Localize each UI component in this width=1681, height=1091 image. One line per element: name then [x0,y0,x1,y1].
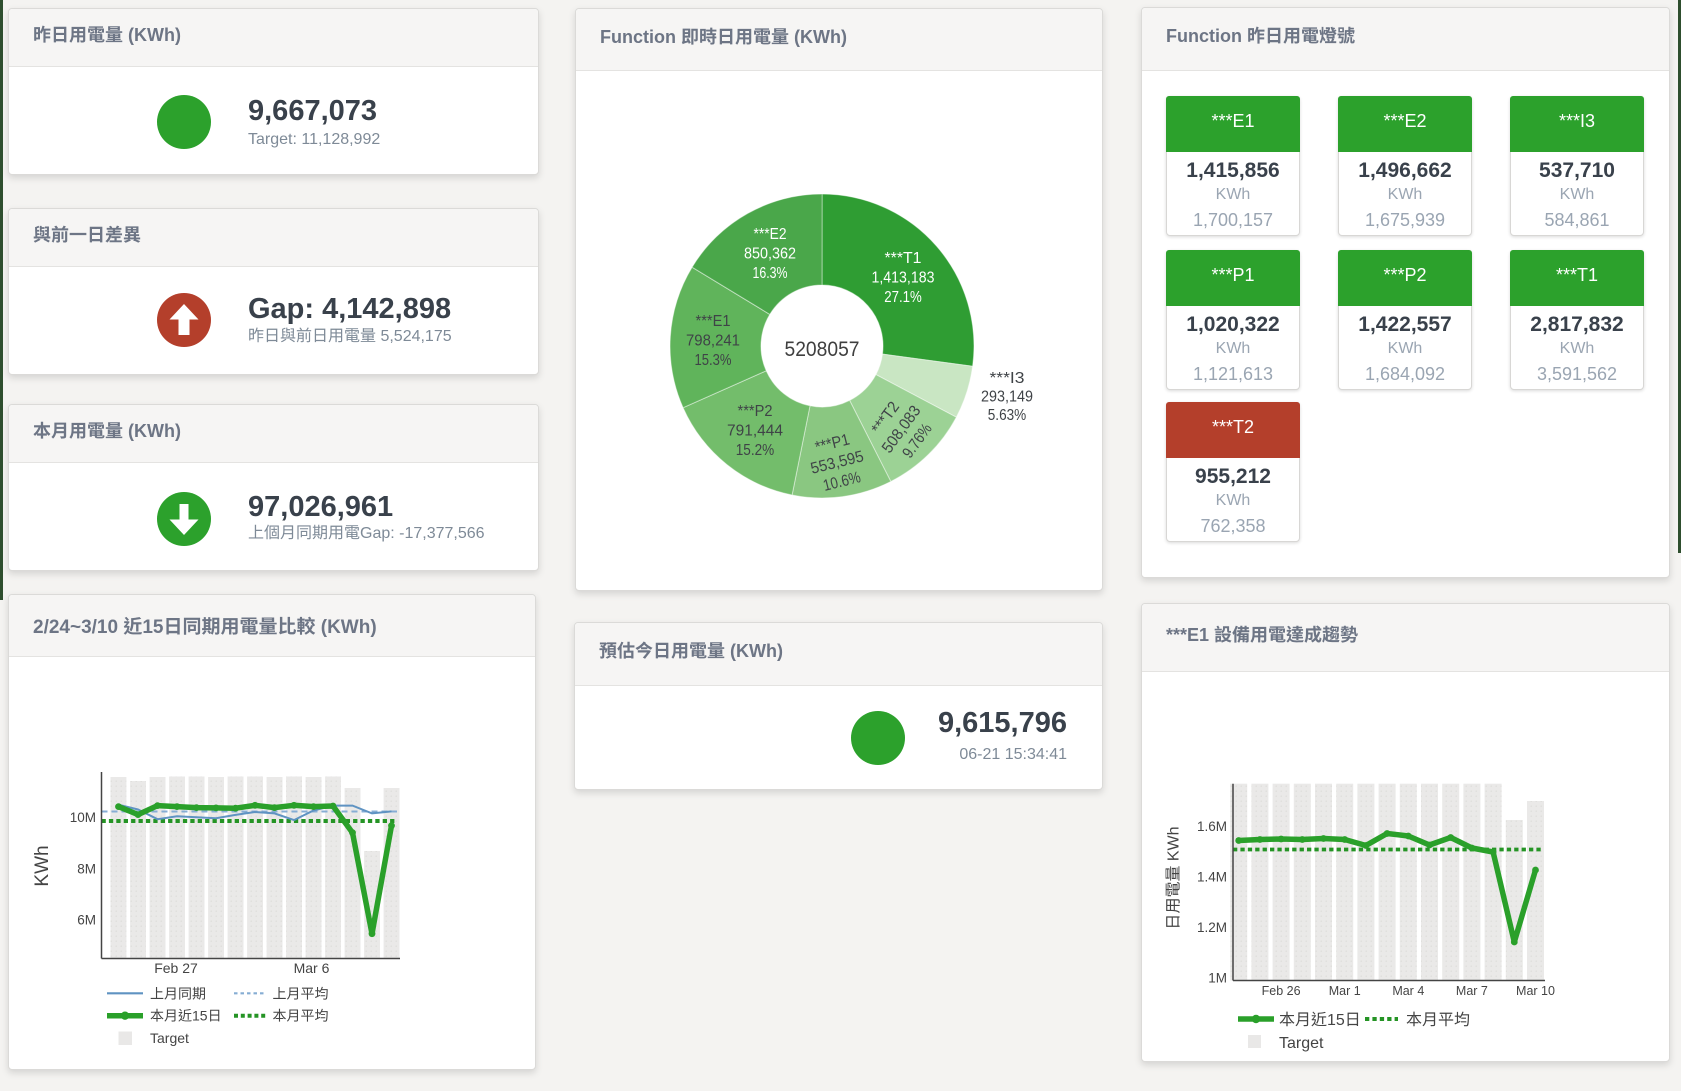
svg-text:日用電量 KWh: 日用電量 KWh [1166,826,1183,929]
svg-text:1.6M: 1.6M [1197,819,1227,834]
svg-text:本月平均: 本月平均 [273,1008,329,1024]
svg-text:Feb 27: Feb 27 [154,960,198,976]
svg-text:Target: Target [150,1030,189,1046]
svg-text:Target: Target [1279,1035,1324,1052]
svg-text:本月平均: 本月平均 [1406,1011,1470,1029]
svg-text:Mar 10: Mar 10 [1516,984,1555,998]
svg-text:Mar 1: Mar 1 [1329,984,1361,998]
svg-text:1.2M: 1.2M [1197,920,1227,935]
svg-text:Mar 6: Mar 6 [294,960,330,976]
svg-text:上月同期: 上月同期 [150,985,206,1001]
svg-text:1.4M: 1.4M [1197,870,1227,885]
svg-text:6M: 6M [77,913,96,928]
svg-text:Mar 7: Mar 7 [1456,984,1488,998]
svg-text:8M: 8M [77,861,96,876]
svg-text:上月平均: 上月平均 [273,985,329,1001]
svg-text:本月近15日: 本月近15日 [150,1008,222,1024]
svg-text:10M: 10M [70,810,96,825]
svg-text:Mar 4: Mar 4 [1392,984,1424,998]
svg-text:5208057: 5208057 [785,338,860,361]
svg-text:KWh: KWh [32,845,53,886]
svg-text:Feb 26: Feb 26 [1262,984,1301,998]
svg-text:1M: 1M [1208,971,1227,986]
svg-text:本月近15日: 本月近15日 [1279,1011,1361,1029]
